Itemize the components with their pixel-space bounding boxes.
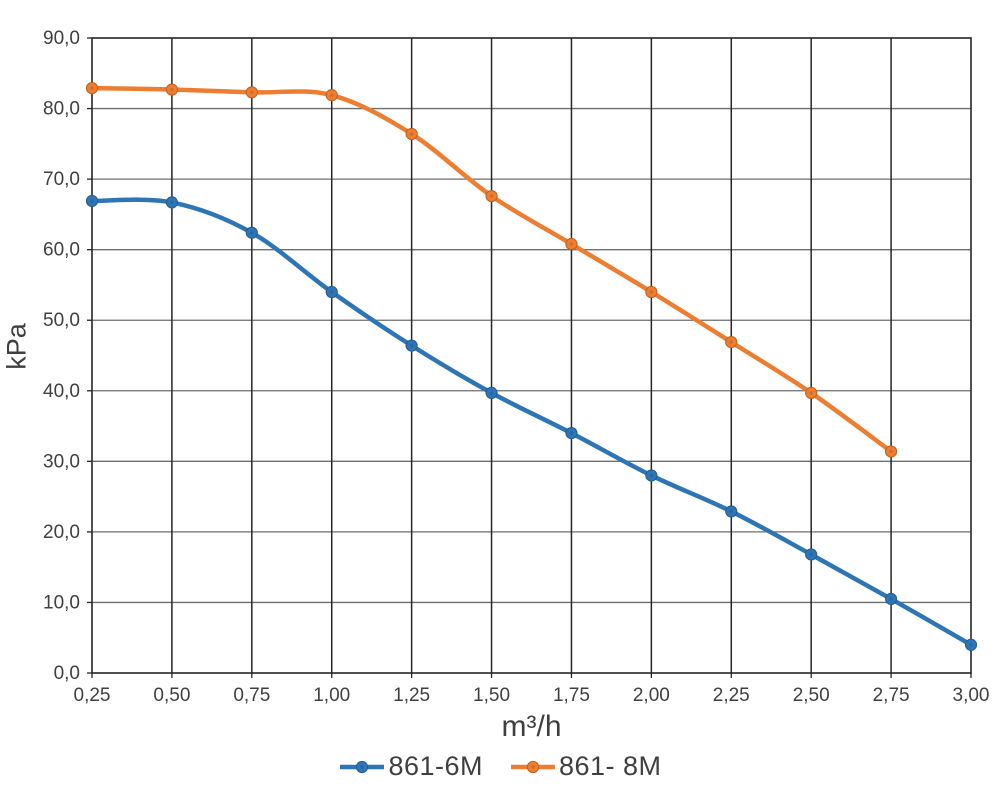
x-tick-label: 1,25 <box>393 685 430 706</box>
y-tick-label: 60,0 <box>43 240 80 261</box>
data-point-center-dot <box>969 643 973 647</box>
data-point-center-dot <box>489 391 494 395</box>
x-tick-label: 0,75 <box>233 685 270 706</box>
x-tick-label: 2,75 <box>873 685 910 706</box>
x-tick-label: 2,50 <box>793 685 830 706</box>
data-point-center-dot <box>250 90 254 95</box>
y-tick-label: 10,0 <box>43 592 80 613</box>
data-point-center-dot <box>649 473 654 478</box>
y-tick-label: 90,0 <box>43 28 80 49</box>
x-tick-label: 0,50 <box>153 685 190 706</box>
x-tick-label: 3,00 <box>953 685 990 706</box>
data-point-center-dot <box>809 391 813 395</box>
data-point-center-dot <box>170 87 174 92</box>
data-point-center-dot <box>170 200 174 205</box>
y-tick-label: 0,0 <box>54 663 80 684</box>
legend-label: 861- 8M <box>558 751 662 781</box>
y-tick-label: 40,0 <box>43 381 80 402</box>
data-point-center-dot <box>90 199 94 203</box>
data-point-center-dot <box>649 290 654 294</box>
data-point-center-dot <box>489 194 494 198</box>
chart-legend: 861-6M 861- 8M <box>0 751 1000 782</box>
data-point-center-dot <box>889 597 893 601</box>
x-axis-title: m³/h <box>501 710 562 743</box>
y-tick-label: 30,0 <box>43 451 80 472</box>
data-point-center-dot <box>330 93 334 97</box>
data-point-center-dot <box>569 431 574 435</box>
y-tick-label: 50,0 <box>43 310 80 331</box>
x-tick-label: 2,00 <box>633 685 670 706</box>
data-point-center-dot <box>409 343 414 348</box>
data-point-center-dot <box>889 449 893 454</box>
data-point-center-dot <box>409 132 414 136</box>
legend-key-icon <box>510 760 555 773</box>
data-point-center-dot <box>809 552 813 557</box>
series-line-861-6M <box>89 197 974 648</box>
x-tick-label: 1,50 <box>473 685 510 706</box>
x-tick-label: 1,00 <box>313 685 350 706</box>
data-point-center-dot <box>330 290 334 294</box>
y-tick-label: 20,0 <box>43 522 80 543</box>
y-axis-title: kPa <box>1 323 32 370</box>
y-tick-label: 80,0 <box>43 99 80 120</box>
data-point-center-dot <box>729 509 733 514</box>
data-point-center-dot <box>569 242 574 246</box>
x-tick-label: 0,25 <box>74 685 111 706</box>
x-tick-label: 2,25 <box>713 685 750 706</box>
legend-item-861-8M: 861- 8M <box>509 751 662 782</box>
x-tick-label: 1,75 <box>553 685 590 706</box>
data-point-center-dot <box>250 231 254 235</box>
y-tick-label: 70,0 <box>43 169 80 190</box>
plot-border <box>91 37 972 674</box>
legend-label: 861-6M <box>388 751 483 781</box>
data-point-center-dot <box>90 86 94 90</box>
legend-key-icon <box>340 760 385 773</box>
legend-item-861-6M: 861-6M <box>338 751 483 782</box>
data-point-center-dot <box>729 340 733 344</box>
